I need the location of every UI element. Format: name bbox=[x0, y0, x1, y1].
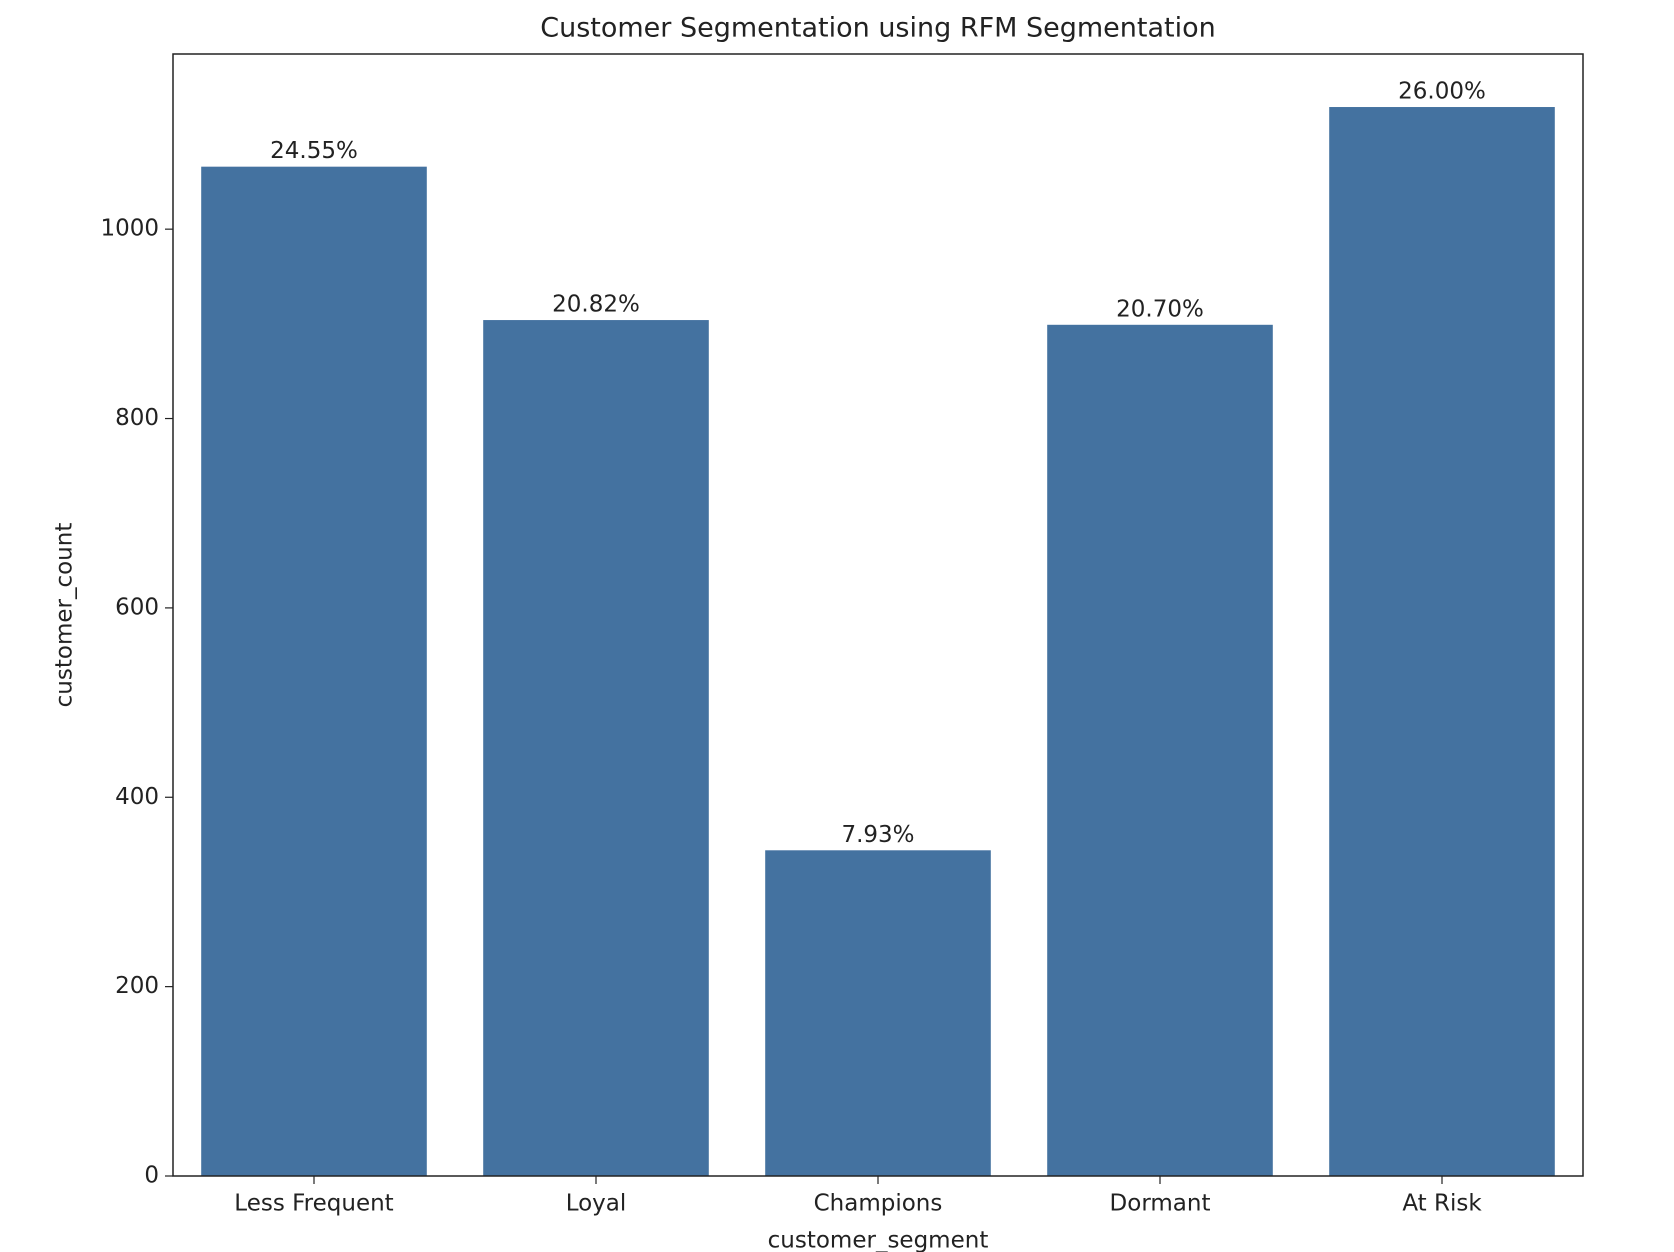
plot-frame bbox=[172, 53, 1584, 1177]
y-tick-label: 0 bbox=[144, 1163, 159, 1189]
y-tick-label: 600 bbox=[115, 594, 159, 620]
bar-label: 24.55% bbox=[270, 138, 358, 164]
y-tick-label: 1000 bbox=[100, 216, 159, 242]
y-tick-label: 200 bbox=[115, 973, 159, 999]
x-tick-label: Champions bbox=[814, 1191, 943, 1217]
x-axis-label: customer_segment bbox=[768, 1228, 989, 1252]
bar-label: 20.82% bbox=[552, 292, 640, 318]
chart-title: Customer Segmentation using RFM Segmenta… bbox=[540, 13, 1216, 44]
y-tick-label: 400 bbox=[115, 784, 159, 810]
bar-label: 7.93% bbox=[841, 822, 914, 848]
x-tick-label: Loyal bbox=[566, 1191, 627, 1217]
bar-label: 26.00% bbox=[1398, 79, 1486, 105]
bar bbox=[765, 850, 991, 1176]
bar bbox=[1329, 107, 1555, 1176]
bar-label: 20.70% bbox=[1116, 296, 1204, 322]
x-tick-label: Less Frequent bbox=[234, 1191, 393, 1217]
x-tick-label: Dormant bbox=[1110, 1191, 1211, 1217]
y-tick-label: 800 bbox=[115, 405, 159, 431]
y-axis-label: customer_count bbox=[52, 523, 78, 708]
x-tick-label: At Risk bbox=[1402, 1191, 1482, 1217]
bar bbox=[1047, 324, 1273, 1176]
bar bbox=[483, 320, 709, 1176]
bar bbox=[201, 166, 427, 1177]
